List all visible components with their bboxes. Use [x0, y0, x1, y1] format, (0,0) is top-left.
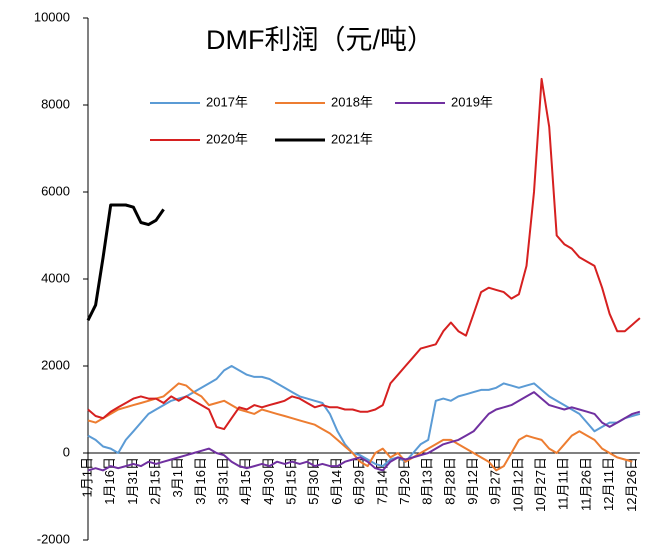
x-tick-label: 8月13日: [420, 457, 435, 505]
x-tick-label: 1月31日: [125, 457, 140, 505]
x-tick-label: 8月28日: [442, 457, 457, 505]
x-tick-label: 4月30日: [261, 457, 276, 505]
x-tick-label: 3月1日: [170, 457, 185, 497]
y-tick-label: 0: [63, 444, 70, 459]
series-line: [86, 203, 165, 321]
x-tick-label: 7月29日: [397, 457, 412, 505]
series-line: [87, 382, 633, 472]
y-tick-label: 2000: [41, 357, 70, 372]
x-tick-label: 2月15日: [147, 457, 162, 505]
x-tick-label: 10月27日: [533, 457, 548, 512]
x-tick-label: 6月14日: [329, 457, 344, 505]
x-tick-label: 12月11日: [601, 457, 616, 511]
series-line: [87, 391, 641, 472]
x-tick-label: 9月12日: [465, 457, 480, 505]
legend-label: 2017年: [206, 94, 248, 109]
x-tick-label: 5月30日: [306, 457, 321, 505]
x-tick-label: 1月1日: [79, 457, 94, 497]
x-tick-label: 10月12日: [510, 457, 525, 512]
x-tick-label: 3月31日: [216, 457, 231, 505]
x-tick-label: 11月26日: [578, 457, 593, 511]
legend-label: 2019年: [451, 94, 493, 109]
legend-label: 2018年: [331, 94, 373, 109]
y-tick-label: 4000: [41, 270, 70, 285]
x-tick-label: 12月26日: [624, 457, 639, 512]
x-tick-label: 3月16日: [193, 457, 208, 505]
series-line: [87, 77, 641, 431]
y-tick-label: 8000: [41, 96, 70, 111]
legend-label: 2021年: [331, 131, 373, 146]
y-tick-label: -2000: [37, 531, 70, 546]
chart-title: DMF利润（元/吨）: [206, 25, 434, 55]
x-tick-label: 6月29日: [352, 457, 367, 505]
y-tick-label: 10000: [34, 9, 70, 24]
x-tick-label: 1月16日: [102, 457, 117, 505]
x-tick-label: 4月15日: [238, 457, 253, 505]
y-tick-label: 6000: [41, 183, 70, 198]
series-line: [87, 365, 641, 468]
legend-label: 2020年: [206, 131, 248, 146]
x-tick-label: 5月15日: [284, 457, 299, 505]
x-tick-label: 11月11日: [556, 457, 571, 510]
